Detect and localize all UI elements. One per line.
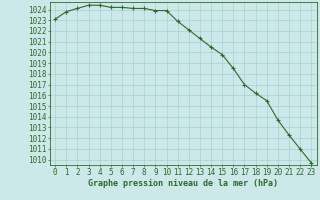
X-axis label: Graphe pression niveau de la mer (hPa): Graphe pression niveau de la mer (hPa): [88, 179, 278, 188]
